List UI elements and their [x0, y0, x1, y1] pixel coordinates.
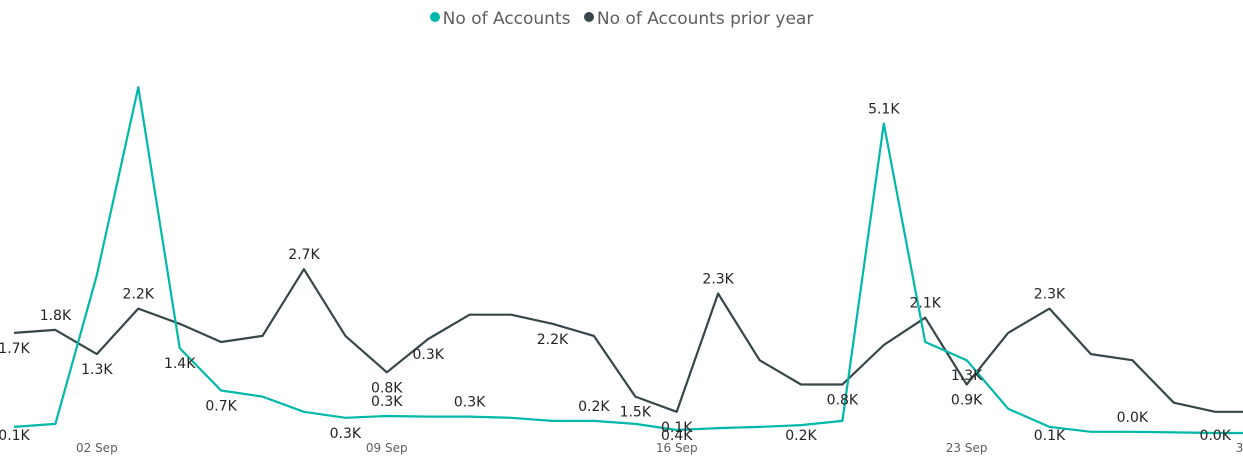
data-label: 0.0K: [1117, 410, 1149, 426]
data-point[interactable]: [591, 418, 597, 424]
data-label: 2.1K: [910, 296, 942, 312]
data-point[interactable]: [177, 345, 183, 351]
data-label: 0.1K: [661, 420, 693, 436]
data-point[interactable]: [177, 321, 183, 327]
data-point[interactable]: [632, 421, 638, 427]
data-point[interactable]: [52, 327, 58, 333]
data-label: 1.3K: [81, 362, 113, 378]
data-label: 2.2K: [123, 287, 155, 303]
data-point[interactable]: [549, 321, 555, 327]
series-line-1[interactable]: [13, 86, 1243, 435]
data-label: 2.3K: [702, 271, 734, 287]
data-point[interactable]: [260, 394, 266, 400]
data-point[interactable]: [301, 409, 307, 415]
data-point[interactable]: [384, 413, 390, 419]
legend-label-series-1: No of Accounts: [442, 9, 571, 29]
data-label: 0.3K: [371, 394, 403, 410]
data-point[interactable]: [135, 84, 141, 90]
data-point[interactable]: [467, 312, 473, 318]
data-point[interactable]: [135, 306, 141, 312]
data-point[interactable]: [632, 394, 638, 400]
data-point[interactable]: [1212, 409, 1218, 415]
data-point[interactable]: [1088, 351, 1094, 357]
data-point[interactable]: [839, 381, 845, 387]
x-tick-label: 23 Sep: [946, 441, 988, 455]
data-label: 2.3K: [1034, 287, 1066, 303]
x-tick-label: 02 Sep: [76, 441, 118, 455]
data-point[interactable]: [342, 333, 348, 339]
data-point[interactable]: [260, 333, 266, 339]
legend: No of Accounts No of Accounts prior year: [0, 9, 1243, 29]
data-point[interactable]: [715, 290, 721, 296]
data-label: 2.2K: [537, 332, 569, 348]
data-point[interactable]: [674, 409, 680, 415]
data-label: 0.1K: [1034, 428, 1066, 444]
data-point[interactable]: [508, 415, 514, 421]
data-point[interactable]: [798, 381, 804, 387]
data-label: 0.8K: [827, 392, 859, 408]
data-label: 0.3K: [330, 426, 362, 442]
legend-label-series-2: No of Accounts prior year: [596, 9, 814, 29]
data-label: 0.8K: [371, 380, 403, 396]
data-label: 1.7K: [0, 341, 31, 357]
data-point[interactable]: [1005, 330, 1011, 336]
legend-marker-series-2: [583, 12, 594, 22]
data-label: 2.7K: [288, 247, 320, 263]
data-point[interactable]: [922, 339, 928, 345]
data-point[interactable]: [1129, 429, 1135, 435]
data-point[interactable]: [11, 330, 17, 336]
x-tick-label: 16 Sep: [656, 441, 698, 455]
data-point[interactable]: [218, 339, 224, 345]
x-tick-label: 30 Sep: [1236, 441, 1243, 455]
data-point[interactable]: [301, 266, 307, 272]
legend-item-series-1[interactable]: No of Accounts: [429, 9, 571, 29]
data-label: 0.2K: [578, 399, 610, 415]
data-point[interactable]: [1171, 429, 1177, 435]
data-point[interactable]: [218, 388, 224, 394]
data-point[interactable]: [839, 418, 845, 424]
data-label: 0.3K: [412, 347, 444, 363]
data-label: 1.5K: [620, 405, 652, 421]
data-point[interactable]: [94, 272, 100, 278]
data-label: 0.2K: [785, 428, 817, 444]
data-label: 0.9K: [951, 392, 983, 408]
data-point[interactable]: [715, 425, 721, 431]
data-point[interactable]: [1171, 400, 1177, 406]
data-point[interactable]: [425, 336, 431, 342]
x-tick-label: 09 Sep: [366, 441, 408, 455]
data-point[interactable]: [881, 121, 887, 127]
data-point[interactable]: [549, 418, 555, 424]
data-point[interactable]: [384, 369, 390, 375]
legend-item-series-2[interactable]: No of Accounts prior year: [583, 9, 814, 29]
data-point[interactable]: [94, 351, 100, 357]
data-point[interactable]: [1088, 429, 1094, 435]
data-label: 0.0K: [1199, 428, 1231, 444]
data-point[interactable]: [52, 421, 58, 427]
data-point[interactable]: [881, 342, 887, 348]
data-point[interactable]: [964, 357, 970, 363]
data-label: 0.1K: [0, 428, 31, 444]
data-point[interactable]: [342, 415, 348, 421]
data-point[interactable]: [425, 414, 431, 420]
data-point[interactable]: [922, 315, 928, 321]
data-label: 5.1K: [868, 102, 900, 118]
data-point[interactable]: [1047, 306, 1053, 312]
data-point[interactable]: [467, 414, 473, 420]
data-point[interactable]: [1005, 406, 1011, 412]
data-point[interactable]: [508, 312, 514, 318]
data-label: 1.8K: [40, 308, 72, 324]
data-label: 1.4K: [164, 356, 196, 372]
data-label: 0.4K: [661, 428, 693, 444]
series-line-2[interactable]: [13, 268, 1243, 413]
data-point[interactable]: [757, 424, 763, 430]
data-point[interactable]: [591, 333, 597, 339]
data-label: 0.7K: [205, 399, 237, 415]
data-label: 1.3K: [951, 368, 983, 384]
data-point[interactable]: [757, 357, 763, 363]
legend-marker-series-1: [429, 12, 440, 22]
data-point[interactable]: [1129, 357, 1135, 363]
data-label: 0.3K: [454, 395, 486, 411]
